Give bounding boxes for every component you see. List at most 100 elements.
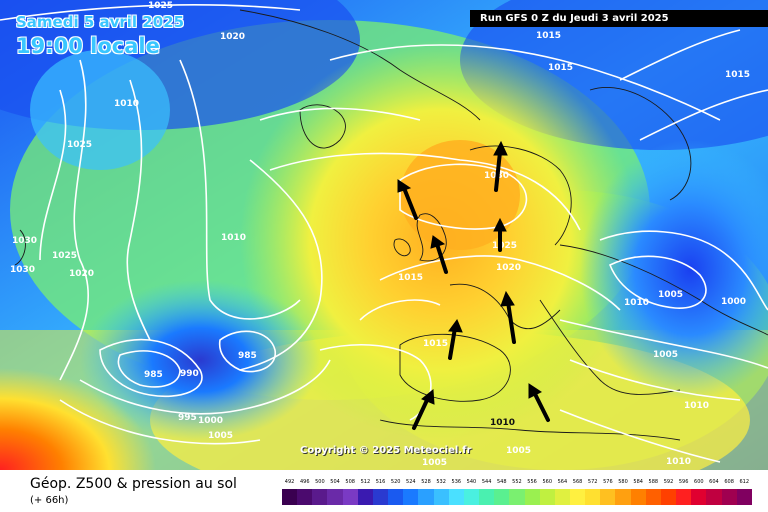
scale-swatch bbox=[494, 489, 510, 505]
arrow-head bbox=[448, 318, 463, 333]
scale-value: 500 bbox=[315, 479, 325, 485]
arrow bbox=[435, 242, 448, 274]
arrow bbox=[448, 326, 457, 360]
scale-value: 568 bbox=[572, 479, 583, 485]
scale-swatch bbox=[691, 489, 707, 505]
scale-swatch bbox=[600, 489, 616, 505]
scale-swatch bbox=[524, 489, 540, 505]
run-info: Run GFS 0 Z du Jeudi 3 avril 2025 bbox=[470, 10, 768, 27]
scale-swatch bbox=[539, 489, 555, 505]
pressure-label: 995 bbox=[178, 413, 197, 423]
southwest-warm bbox=[0, 300, 260, 470]
arrow bbox=[506, 300, 516, 344]
scale-swatch bbox=[418, 489, 434, 505]
pressure-label: 1000 bbox=[198, 416, 223, 426]
scale-value: 496 bbox=[299, 479, 310, 485]
pressure-label: 1015 bbox=[398, 273, 423, 283]
pressure-label: 1020 bbox=[220, 32, 245, 42]
pressure-label: 985 bbox=[144, 370, 163, 380]
pressure-label: 1005 bbox=[422, 458, 447, 468]
pressure-label: 1025 bbox=[148, 1, 173, 11]
scale-value: 512 bbox=[360, 479, 371, 485]
weather-map: 1025 1015 1015 1015 1020 1010 1025 1030 … bbox=[0, 0, 768, 470]
scale-swatch bbox=[433, 489, 449, 505]
scale-value: 544 bbox=[481, 479, 492, 485]
arrow-head bbox=[500, 290, 515, 307]
scale-swatch bbox=[463, 489, 480, 505]
scale-value: 516 bbox=[375, 479, 386, 485]
pressure-label: 1025 bbox=[67, 140, 92, 150]
scale-value: 596 bbox=[678, 479, 689, 485]
pressure-label: 1025 bbox=[52, 251, 77, 261]
arrow bbox=[494, 150, 502, 192]
scale-value: 604 bbox=[709, 479, 719, 485]
scale-value: 524 bbox=[406, 479, 416, 485]
scale-value: 536 bbox=[451, 479, 462, 485]
scale-value: 584 bbox=[633, 479, 643, 485]
forecast-date: Samedi 5 avril 2025 bbox=[16, 13, 185, 31]
isobars bbox=[0, 4, 768, 463]
scale-value: 540 bbox=[466, 479, 477, 485]
arrow-head bbox=[421, 389, 435, 405]
pressure-label: 1005 bbox=[506, 446, 531, 456]
scale-value: 600 bbox=[694, 479, 704, 485]
scale-swatch bbox=[509, 489, 525, 505]
scale-swatch bbox=[479, 489, 495, 505]
scale-value: 592 bbox=[663, 479, 674, 485]
scale-value: 608 bbox=[724, 479, 734, 485]
scale-swatch bbox=[297, 489, 313, 505]
forecast-time: 19:00 locale bbox=[16, 34, 160, 58]
scale-swatch bbox=[282, 489, 298, 505]
arrow-head bbox=[493, 140, 508, 156]
scale-value: 508 bbox=[345, 479, 355, 485]
arrow-head bbox=[528, 383, 542, 399]
arrow-head bbox=[430, 235, 446, 249]
copyright: Copyright © 2025 Meteociel.fr bbox=[300, 445, 472, 456]
scale-value: 556 bbox=[527, 479, 537, 485]
scale-value: 576 bbox=[603, 479, 613, 485]
scale-swatch bbox=[706, 489, 722, 505]
atlantic-low-2 bbox=[30, 50, 170, 170]
scale-swatch bbox=[660, 489, 677, 505]
pressure-label: 1010 bbox=[684, 401, 709, 411]
pressure-label: 1010 bbox=[666, 457, 691, 467]
pressure-label: 1010 bbox=[114, 99, 139, 109]
pressure-label: 1015 bbox=[725, 70, 750, 80]
scale-swatch bbox=[388, 489, 404, 505]
legend-subtitle: (+ 66h) bbox=[30, 495, 69, 506]
scale-swatch bbox=[372, 489, 389, 505]
scale-value: 504 bbox=[330, 479, 340, 485]
arrow-head bbox=[493, 217, 507, 232]
pressure-label: 1000 bbox=[721, 297, 746, 307]
scale-swatch bbox=[630, 489, 646, 505]
scale-swatch bbox=[569, 489, 586, 505]
scale-swatch bbox=[721, 489, 737, 505]
scale-value: 520 bbox=[390, 479, 401, 485]
scale-value: 572 bbox=[587, 479, 598, 485]
pressure-label: 1010 bbox=[221, 233, 246, 243]
color-scale-bar bbox=[282, 489, 752, 505]
legend-title: Géop. Z500 & pression au sol bbox=[30, 476, 237, 492]
pressure-label: 1030 bbox=[12, 236, 37, 246]
scale-swatch bbox=[312, 489, 328, 505]
scale-value: 548 bbox=[496, 479, 507, 485]
scale-swatch bbox=[585, 489, 601, 505]
scale-swatch bbox=[403, 489, 419, 505]
scale-swatch bbox=[615, 489, 631, 505]
arrow-head bbox=[397, 179, 412, 193]
pressure-label: 1010 bbox=[490, 418, 515, 428]
pressure-label: 1020 bbox=[69, 269, 94, 279]
color-scale-labels: 492 496 500 504 508 512 516 520 524 528 532 536 540 5… bbox=[282, 479, 752, 489]
scale-swatch bbox=[327, 489, 343, 505]
pressure-label: 1010 bbox=[624, 298, 649, 308]
pressure-labels: 1025 1015 1015 1015 1020 1010 1025 1030 … bbox=[10, 1, 750, 468]
arrow bbox=[532, 390, 550, 422]
arrow bbox=[412, 396, 430, 430]
scale-swatch bbox=[736, 489, 752, 505]
pressure-label: 1020 bbox=[496, 263, 521, 273]
pressure-label: 1015 bbox=[423, 339, 448, 349]
pressure-label: 985 bbox=[238, 351, 257, 361]
scale-value: 532 bbox=[436, 479, 446, 485]
pressure-label: 1015 bbox=[536, 31, 561, 41]
scale-value: 588 bbox=[648, 479, 659, 485]
